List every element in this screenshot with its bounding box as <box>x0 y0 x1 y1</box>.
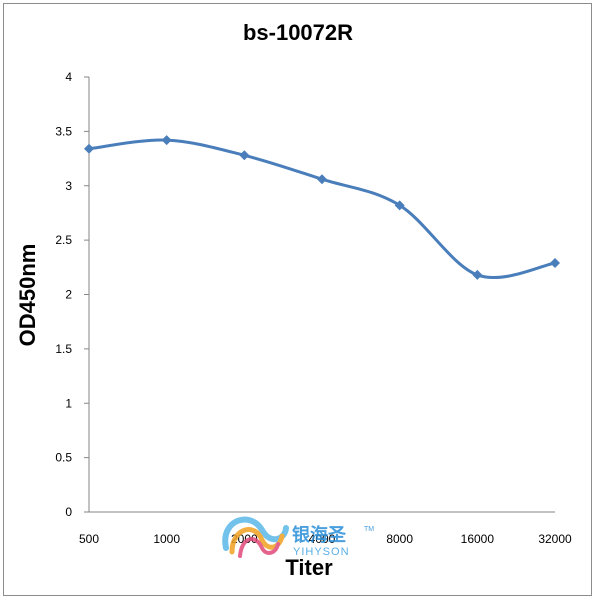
x-tick-label: 16000 <box>461 532 495 546</box>
y-tick-label: 1.5 <box>55 342 72 356</box>
x-tick-label: 500 <box>79 532 99 546</box>
y-tick-label: 3.5 <box>55 124 72 138</box>
y-tick-label: 1 <box>65 396 72 410</box>
data-point-marker <box>317 174 327 185</box>
y-axis-title: OD450nm <box>15 244 40 347</box>
x-axis-ticks: 500 1000 2000 4000 8000 16000 32000 <box>79 532 572 546</box>
data-point-marker <box>550 257 560 268</box>
logo-mark-icon <box>222 516 289 558</box>
y-tick-label: 0.5 <box>55 451 72 465</box>
y-tick-label: 2.5 <box>55 233 72 247</box>
watermark-tm: TM <box>364 526 374 533</box>
data-point-marker <box>161 135 172 146</box>
chart-title: bs-10072R <box>243 20 353 45</box>
chart-frame <box>3 3 592 596</box>
y-tick-label: 2 <box>65 288 72 302</box>
y-tick-label: 3 <box>65 179 72 193</box>
x-axis-title: Titer <box>285 555 333 580</box>
data-point-marker <box>472 269 483 280</box>
data-point-marker <box>84 143 94 154</box>
series-line <box>88 138 556 280</box>
data-point-marker <box>394 200 405 211</box>
watermark-cn: 银海圣 <box>292 524 347 546</box>
x-tick-label: 4000 <box>309 532 336 546</box>
x-tick-label: 1000 <box>153 532 180 546</box>
y-tick-label: 4 <box>65 70 72 84</box>
data-point-marker <box>239 150 250 161</box>
x-tick-label: 32000 <box>538 532 572 546</box>
watermark-en: YIHYSON <box>293 546 350 558</box>
y-axis-ticks: 0 0.5 1 1.5 2 2.5 3 3.5 4 <box>55 70 89 519</box>
x-tick-label: 8000 <box>386 532 413 546</box>
series-markers <box>84 135 560 280</box>
watermark-logo: 银海圣 YIHYSON TM <box>222 516 374 558</box>
y-tick-label: 0 <box>65 505 72 519</box>
